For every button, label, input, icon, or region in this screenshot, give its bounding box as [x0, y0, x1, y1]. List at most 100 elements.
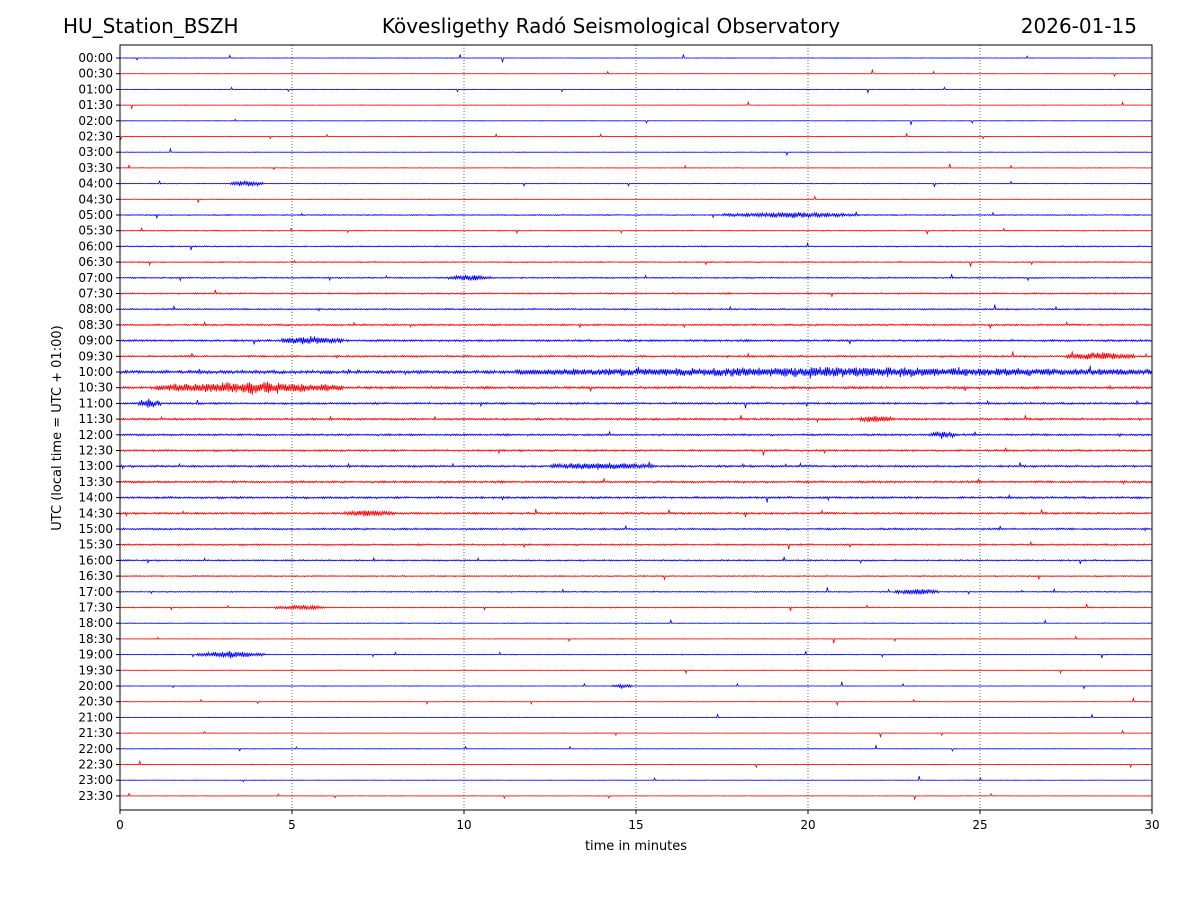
trace-2100 [119, 713, 1152, 719]
y-tick-label: 00:00 [78, 51, 113, 65]
trace-0230 [119, 133, 1152, 141]
trace-0730 [119, 289, 1152, 297]
trace-0700 [119, 274, 1152, 282]
x-axis-label: time in minutes [585, 839, 687, 854]
y-tick-label: 07:00 [78, 271, 113, 285]
y-tick-label: 20:00 [78, 679, 113, 693]
y-tick-label: 04:30 [78, 192, 113, 206]
seismogram-traces [119, 54, 1152, 801]
trace-1900 [119, 650, 1152, 659]
trace-0330 [119, 163, 1152, 171]
trace-1400 [119, 494, 1152, 503]
y-tick-label: 19:30 [78, 663, 113, 677]
trace-0300 [119, 147, 1152, 157]
trace-1300 [119, 461, 1152, 471]
y-tick-label: 14:00 [78, 491, 113, 505]
y-tick-label: 15:00 [78, 522, 113, 536]
y-tick-label: 05:00 [78, 208, 113, 222]
y-tick-label: 12:00 [78, 428, 113, 442]
trace-0630 [119, 259, 1152, 267]
trace-0600 [119, 241, 1152, 251]
y-tick-label: 01:00 [78, 82, 113, 96]
y-tick-label: 07:30 [78, 287, 113, 301]
trace-0000 [119, 54, 1152, 63]
y-tick-label: 06:00 [78, 239, 113, 253]
trace-1130 [119, 415, 1152, 424]
y-tick-label: 12:30 [78, 444, 113, 458]
y-tick-label: 21:30 [78, 726, 113, 740]
trace-0130 [119, 100, 1152, 111]
y-tick-label: 08:30 [78, 318, 113, 332]
y-tick-label: 23:30 [78, 789, 113, 803]
trace-0900 [119, 335, 1152, 345]
y-tick-label: 00:30 [78, 67, 113, 81]
x-tick-label: 25 [972, 818, 987, 832]
y-tick-label: 18:30 [78, 632, 113, 646]
y-tick-label: 11:00 [78, 396, 113, 410]
y-tick-label: 21:00 [78, 710, 113, 724]
trace-0400 [119, 179, 1152, 188]
x-tick-label: 20 [800, 818, 815, 832]
y-axis-label: UTC (local time = UTC + 01:00) [50, 325, 65, 530]
trace-1630 [119, 574, 1152, 581]
trace-1700 [119, 587, 1152, 596]
grid-lines [291, 45, 981, 810]
y-tick-label: 09:30 [78, 349, 113, 363]
trace-1430 [119, 508, 1152, 518]
trace-2000 [119, 681, 1152, 690]
x-tick-label: 15 [628, 818, 643, 832]
y-tick-label: 15:30 [78, 538, 113, 552]
trace-1330 [119, 478, 1152, 485]
trace-2300 [119, 775, 1152, 783]
trace-0930 [119, 351, 1152, 360]
trace-0100 [119, 86, 1152, 95]
y-tick-label: 13:30 [78, 475, 113, 489]
chart-title: Kövesligethy Radó Seismological Observat… [381, 14, 841, 38]
trace-0800 [119, 304, 1152, 312]
y-tick-label: 05:30 [78, 224, 113, 238]
trace-0500 [119, 211, 1152, 220]
y-tick-label: 08:00 [78, 302, 113, 316]
trace-1030 [119, 381, 1152, 395]
y-tick-label: 01:30 [78, 98, 113, 112]
trace-1600 [119, 556, 1152, 565]
y-tick-label: 22:00 [78, 742, 113, 756]
station-name: HU_Station_BSZH [63, 14, 239, 38]
trace-1730 [119, 603, 1152, 612]
trace-2130 [119, 729, 1152, 738]
trace-1800 [119, 618, 1152, 625]
trace-2200 [119, 743, 1152, 752]
trace-2330 [119, 792, 1152, 801]
trace-0830 [119, 320, 1152, 329]
trace-1930 [119, 669, 1152, 675]
y-tick-label: 19:00 [78, 648, 113, 662]
y-tick-label: 02:30 [78, 130, 113, 144]
y-tick-label: 02:00 [78, 114, 113, 128]
y-tick-label: 17:30 [78, 601, 113, 615]
trace-0030 [119, 69, 1152, 78]
y-tick-label: 10:30 [78, 381, 113, 395]
trace-0530 [119, 226, 1152, 235]
y-tick-label: 14:30 [78, 506, 113, 520]
trace-1200 [119, 431, 1152, 440]
y-tick-label: 06:30 [78, 255, 113, 269]
trace-0200 [119, 118, 1152, 126]
x-tick-label: 0 [116, 818, 124, 832]
y-tick-label: 22:30 [78, 758, 113, 772]
chart-date: 2026-01-15 [1020, 14, 1137, 38]
y-tick-label: 09:00 [78, 334, 113, 348]
y-tick-label: 03:30 [78, 161, 113, 175]
trace-0430 [119, 195, 1152, 203]
x-tick-label: 30 [1144, 818, 1159, 832]
x-tick-label: 5 [288, 818, 296, 832]
y-tick-label: 16:30 [78, 569, 113, 583]
trace-1000 [119, 365, 1152, 379]
trace-1530 [119, 540, 1152, 550]
y-tick-label: 16:00 [78, 553, 113, 567]
y-tick-label: 18:00 [78, 616, 113, 630]
trace-1230 [119, 447, 1152, 456]
y-tick-label: 03:00 [78, 145, 113, 159]
trace-2230 [119, 759, 1152, 769]
